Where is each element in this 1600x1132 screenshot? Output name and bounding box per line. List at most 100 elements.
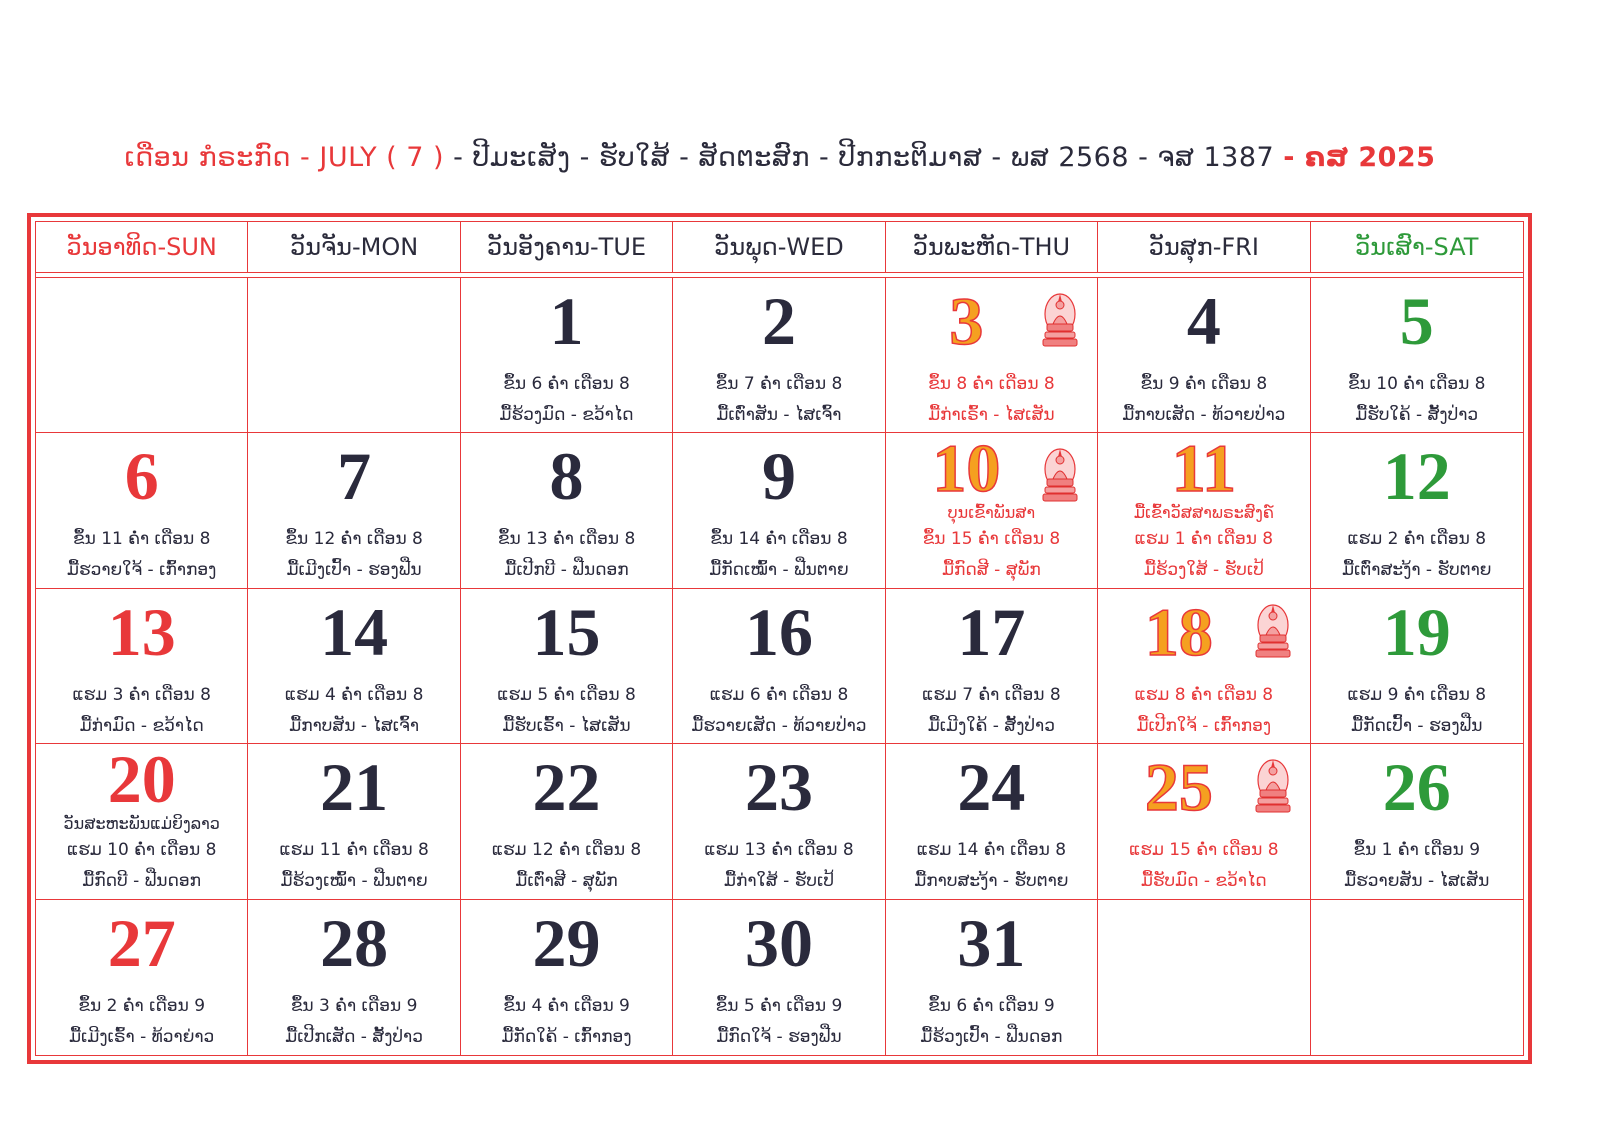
weekday-header: ວັນພຸດ-WED xyxy=(673,222,886,272)
day-number: 9 xyxy=(761,438,796,515)
buddha-icon xyxy=(1042,448,1078,502)
day-number: 26 xyxy=(1382,749,1451,826)
day-cell: 8 ຂຶ້ນ 13 ຄ່ຳ ເດືອນ 8 ມື້ເປີກບີ - ຟືນດອກ xyxy=(460,433,674,589)
day-omen: ມື້ກັດໃຄ້ - ເກົ້າກອງ xyxy=(501,1026,632,1047)
lunar-date: ແຮມ 6 ຄ່ຳ ເດືອນ 8 xyxy=(709,684,849,705)
day-omen: ມື້ກົດບີ - ຟືນດອກ xyxy=(82,871,202,892)
day-number: 20 xyxy=(107,741,176,818)
lunar-date: ແຮມ 8 ຄ່ຳ ເດືອນ 8 xyxy=(1134,684,1274,705)
lunar-date: ຂຶ້ນ 14 ຄ່ຳ ເດືອນ 8 xyxy=(710,529,848,550)
day-number: 10 xyxy=(932,430,1002,507)
lunar-date: ແຮມ 1 ຄ່ຳ ເດືອນ 8 xyxy=(1134,529,1274,550)
lunar-date: ຂຶ້ນ 7 ຄ່ຳ ເດືອນ 8 xyxy=(715,374,843,394)
day-number: 4 xyxy=(1186,283,1221,359)
day-omen: ມື້ກ່າເຣົ້າ - ໄສເສັນ xyxy=(928,405,1055,425)
day-omen: ມື້ເປີກເສັດ - ສັ້ງປ່າວ xyxy=(285,1026,423,1047)
day-cell: 5 ຂຶ້ນ 10 ຄ່ຳ ເດືອນ 8 ມື້ຮັບໃຄ້ - ສັ້ງປ່າວ xyxy=(1310,278,1523,434)
day-number: 13 xyxy=(107,593,176,670)
day-number: 16 xyxy=(744,593,813,670)
day-cell: 11 ມື້ເຂົ້າວັສສາພຣະສົງຄ໌ແຮມ 1 ຄ່ຳ ເດືອນ 8… xyxy=(1098,430,1311,589)
holiday-note: ວັນສະຫະພັນແມ່ຍິງລາວ xyxy=(63,814,220,834)
day-cell: 26 ຂຶ້ນ 1 ຄ່ຳ ເດືອນ 9 ມື້ຮວາຍສັນ - ໄສເສັນ xyxy=(1310,744,1523,900)
day-cell: 13 ແຮມ 3 ຄ່ຳ ເດືອນ 8 ມື້ກ່າມົດ - ຂວ້າໄດ xyxy=(36,588,249,745)
weekday-header: ວັນອັງຄານ-TUE xyxy=(461,222,674,272)
day-cell: 7 ຂຶ້ນ 12 ຄ່ຳ ເດືອນ 8 ມື້ເມີງເປົ້າ - ຮອງຟື… xyxy=(248,433,461,589)
lunar-date: ຂຶ້ນ 12 ຄ່ຳ ເດືອນ 8 xyxy=(285,529,423,550)
day-omen: ມື້ກັດເໝົ້າ - ຟືນຕາຍ xyxy=(709,560,849,581)
day-cell: 6 ຂຶ້ນ 11 ຄ່ຳ ເດືອນ 8 ມື້ຮວາຍໃຈ້ - ເກົ້າກອ… xyxy=(36,433,249,589)
day-cell: 23 ແຮມ 13 ຄ່ຳ ເດືອນ 8 ມື້ກ່າໃສ້ - ຮັບເປ້ xyxy=(673,744,886,900)
lunar-date: ແຮມ 12 ຄ່ຳ ເດືອນ 8 xyxy=(491,840,642,861)
day-number: 27 xyxy=(107,904,176,981)
day-number: 22 xyxy=(532,749,601,826)
title-segment: - ປີມະເສັງ - ຮັບໃສ້ - ສັດຕະສົກ - ປີກກະຕິ… xyxy=(444,142,1284,173)
title-segment: ເດືອນ ກໍຣະກົດ - JULY ( 7 ) xyxy=(124,142,445,173)
day-number: 17 xyxy=(957,593,1026,670)
day-cell: 2 ຂຶ້ນ 7 ຄ່ຳ ເດືອນ 8 ມື້ເຕົ່າສັນ - ໄສເຈົ້າ xyxy=(673,278,886,434)
day-cell: 29 ຂຶ້ນ 4 ຄ່ຳ ເດືອນ 9 ມື້ກັດໃຄ້ - ເກົ້າກອງ xyxy=(461,899,674,1055)
day-cell: 1 ຂຶ້ນ 6 ຄ່ຳ ເດືອນ 8 ມື້ຮ້ວງມົດ - ຂວ້າໄດ xyxy=(460,278,674,434)
day-omen: ມື້ກົດໃຈ້ - ຮອງຟືນ xyxy=(716,1026,842,1047)
day-number: 1 xyxy=(549,283,584,359)
lunar-date: ແຮມ 2 ຄ່ຳ ເດືອນ 8 xyxy=(1347,529,1487,550)
day-number: 5 xyxy=(1399,283,1434,359)
day-omen: ມື້ເຕົ່າສີ - ສຸພັກ xyxy=(515,871,618,892)
day-cell: 25 ແຮມ 15 ຄ່ຳ ເດືອນ 8 ມື້ຮັບມົດ - ຂວ້າໄດ xyxy=(1098,744,1311,900)
day-omen: ມື້ກາບສະງ້າ - ຮັບຕາຍ xyxy=(914,871,1069,892)
day-number: 2 xyxy=(761,283,796,359)
lunar-date: ແຮມ 4 ຄ່ຳ ເດືອນ 8 xyxy=(284,684,424,705)
lunar-date: ແຮມ 5 ຄ່ຳ ເດືອນ 8 xyxy=(497,684,636,705)
lunar-date: ແຮມ 13 ຄ່ຳ ເດືອນ 8 xyxy=(704,840,854,861)
day-cell: 24 ແຮມ 14 ຄ່ຳ ເດືອນ 8 ມື້ກາບສະງ້າ - ຮັບຕາຍ xyxy=(885,744,1099,900)
lunar-date: ຂຶ້ນ 1 ຄ່ຳ ເດືອນ 9 xyxy=(1353,840,1481,861)
lunar-date: ຂຶ້ນ 9 ຄ່ຳ ເດືອນ 8 xyxy=(1140,374,1268,394)
lunar-date: ຂຶ້ນ 2 ຄ່ຳ ເດືອນ 9 xyxy=(78,995,206,1016)
day-omen: ມື້ເປີກໃຈ້ - ເກົ້າກອງ xyxy=(1136,715,1272,736)
day-cell: 20 ວັນສະຫະພັນແມ່ຍິງລາວ ແຮມ 10 ຄ່ຳ ເດືອນ 8 ມ… xyxy=(36,741,249,900)
day-omen: ມື້ເມີງໃຄ້ - ສັ້ງປ່າວ xyxy=(927,715,1055,736)
day-number: 11 xyxy=(1171,430,1237,507)
calendar-title: ເດືອນ ກໍຣະກົດ - JULY ( 7 ) - ປີມະເສັງ - … xyxy=(0,142,1560,173)
day-number: 31 xyxy=(957,904,1026,981)
day-omen: ມື້ເມີງເຣົ້າ - ທ້ວາຍ່າວ xyxy=(69,1026,215,1047)
day-cell: 17 ແຮມ 7 ຄ່ຳ ເດືອນ 8 ມື້ເມີງໃຄ້ - ສັ້ງປ່າວ xyxy=(885,588,1099,745)
day-cell: 15 ແຮມ 5 ຄ່ຳ ເດືອນ 8 ມື້ຮັບເຣົ້າ - ໄສເສັນ xyxy=(460,588,674,745)
day-omen: ມື້ເມີງເປົ້າ - ຮອງຟືນ xyxy=(286,560,422,581)
lunar-date: ຂຶ້ນ 5 ຄ່ຳ ເດືອນ 9 xyxy=(715,995,843,1016)
day-omen: ມື້ຮວາຍສັນ - ໄສເສັນ xyxy=(1344,871,1490,892)
day-omen: ມື້ກາບສັນ - ໄສເຈົ້າ xyxy=(289,715,419,736)
day-number: 8 xyxy=(549,438,584,515)
day-number: 29 xyxy=(532,904,601,981)
lunar-date: ຂຶ້ນ 8 ຄ່ຳ ເດືອນ 8 xyxy=(928,374,1055,394)
holiday-note: ມື້ເຂົ້າວັສສາພຣະສົງຄ໌ xyxy=(1133,503,1274,523)
weekday-header: ວັນພະຫັດ-THU xyxy=(886,222,1099,272)
day-cell: 22 ແຮມ 12 ຄ່ຳ ເດືອນ 8 ມື້ເຕົ່າສີ - ສຸພັກ xyxy=(460,744,674,900)
buddha-icon xyxy=(1042,293,1078,347)
day-omen: ມື້ຮ້ວງເໝົ້າ - ຟືນຕາຍ xyxy=(280,871,428,892)
day-cell: 12 ແຮມ 2 ຄ່ຳ ເດືອນ 8 ມື້ເຕົ່າສະງ້າ - ຮັບຕາ… xyxy=(1310,433,1523,589)
day-number: 15 xyxy=(532,593,601,670)
weekday-header: ວັນເສົາ-SAT xyxy=(1355,233,1479,261)
day-omen: ມື້ຮວາຍເສັດ - ທ້ວາຍປ່າວ xyxy=(691,715,867,736)
day-cell: 30 ຂຶ້ນ 5 ຄ່ຳ ເດືອນ 9 ມື້ກົດໃຈ້ - ຮອງຟືນ xyxy=(673,899,886,1055)
day-cell: 9 ຂຶ້ນ 14 ຄ່ຳ ເດືອນ 8 ມື້ກັດເໝົ້າ - ຟືນຕາຍ xyxy=(673,433,886,589)
day-omen: ມື້ກາບເສັດ - ທ້ວາຍປ່າວ xyxy=(1122,405,1286,425)
day-number: 24 xyxy=(957,749,1026,826)
day-omen: ມື້ຮ້ວງໃສ້ - ຮັບເປ້ xyxy=(1143,560,1264,581)
header-rule xyxy=(36,272,1523,273)
day-omen: ມື້ກ່າມົດ - ຂວ້າໄດ xyxy=(79,715,204,736)
day-number: 7 xyxy=(337,438,372,515)
day-number: 25 xyxy=(1144,749,1214,826)
lunar-date: ແຮມ 11 ຄ່ຳ ເດືອນ 8 xyxy=(279,840,429,861)
calendar-grid: ວັນອາທິດ-SUN ວັນຈັນ-MON ວັນອັງຄານ-TUE ວັນພຸ… xyxy=(35,221,1524,1056)
weekday-header: ວັນຈັນ-MON xyxy=(248,222,461,272)
weekday-header: ວັນອາທິດ-SUN xyxy=(36,222,249,272)
day-number: 3 xyxy=(949,283,985,359)
day-cell: 4 ຂຶ້ນ 9 ຄ່ຳ ເດືອນ 8 ມື້ກາບເສັດ - ທ້ວາຍປ່າ… xyxy=(1098,278,1311,434)
day-omen: ມື້ຮ້ວງເປົ້າ - ຟືນດອກ xyxy=(920,1026,1063,1047)
day-cell xyxy=(248,278,461,434)
weekday-header: ວັນສຸກ-FRI xyxy=(1098,222,1311,272)
day-number: 6 xyxy=(124,438,159,515)
holiday-note: ບຸນເຂົ້າພັນສາ xyxy=(947,503,1036,523)
